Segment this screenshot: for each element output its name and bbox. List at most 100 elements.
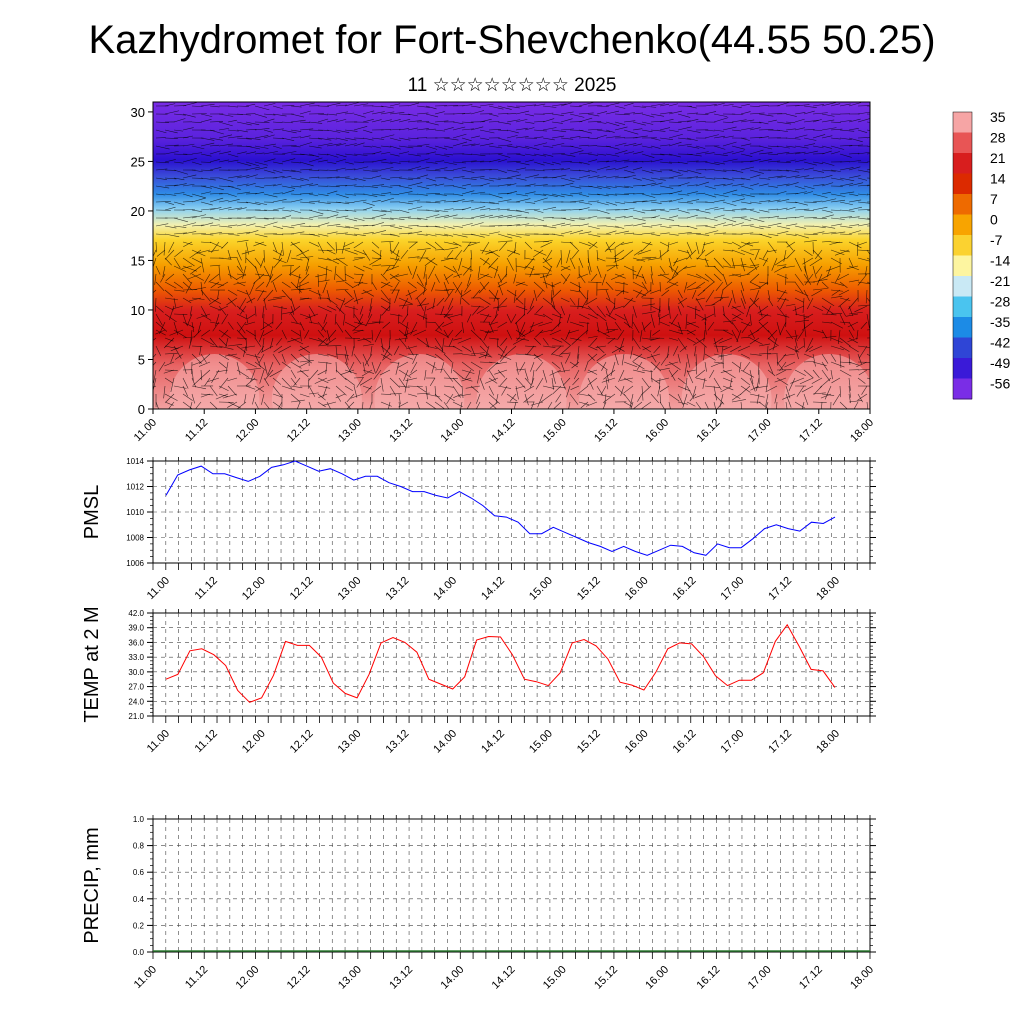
wind-vector xyxy=(740,369,755,378)
wind-vector xyxy=(722,305,725,316)
wind-vector xyxy=(821,182,834,187)
wind-vector xyxy=(794,208,810,211)
wind-vector xyxy=(524,121,535,124)
wind-vector xyxy=(686,199,700,203)
wind-vector xyxy=(404,329,409,342)
wind-vector xyxy=(290,257,303,261)
wind-vector xyxy=(346,401,355,409)
wind-vector xyxy=(173,345,182,359)
wind-vector xyxy=(326,176,340,179)
wind-vector xyxy=(380,305,389,312)
wind-vector xyxy=(281,329,287,340)
wind-vector xyxy=(695,369,706,379)
wind-vector xyxy=(563,273,571,285)
wind-vector xyxy=(305,313,319,320)
wind-vector xyxy=(632,184,646,187)
wind-vector xyxy=(461,143,476,147)
wind-vector xyxy=(677,401,688,405)
wind-vector xyxy=(776,102,791,107)
wind-vector xyxy=(703,329,706,342)
wind-vector xyxy=(767,160,781,163)
wind-vector xyxy=(578,329,589,339)
wind-vector xyxy=(555,393,562,403)
wind-vector xyxy=(515,265,527,269)
wind-vector xyxy=(641,303,655,307)
wind-vector xyxy=(218,199,229,203)
wind-vector xyxy=(530,401,544,406)
wind-vector xyxy=(425,337,430,348)
wind-vector xyxy=(749,225,764,230)
wind-vector xyxy=(686,337,696,344)
wind-vector xyxy=(371,158,387,163)
wind-vector xyxy=(695,233,710,236)
wind-vector xyxy=(758,105,769,107)
wind-vector xyxy=(686,329,697,335)
wind-vector xyxy=(684,361,688,377)
y-axis-label: PMSL xyxy=(81,485,103,539)
wind-vector xyxy=(443,241,458,246)
wind-vector xyxy=(448,337,454,347)
wind-vector xyxy=(299,153,314,157)
wind-vector xyxy=(610,273,625,280)
wind-vector xyxy=(281,215,292,219)
wind-vector xyxy=(551,361,561,369)
wind-vector xyxy=(461,345,472,352)
wind-vector xyxy=(632,369,645,374)
wind-vector xyxy=(344,281,353,288)
wind-vector xyxy=(153,337,157,341)
wind-vector xyxy=(677,161,688,165)
wind-vector xyxy=(677,377,687,385)
wind-vector xyxy=(344,385,353,392)
wind-vector xyxy=(605,129,615,133)
wind-vector xyxy=(497,214,513,219)
wind-vector xyxy=(749,329,756,339)
colorbar-label: -14 xyxy=(990,253,1010,269)
wind-vector xyxy=(389,377,400,388)
wind-vector xyxy=(191,209,203,212)
x-tick-label: 17.00 xyxy=(718,575,746,603)
wind-vector xyxy=(646,353,661,359)
wind-vector xyxy=(614,385,626,397)
wind-vector xyxy=(189,305,193,316)
colorbar-label: -56 xyxy=(990,376,1010,392)
wind-vector xyxy=(272,183,282,187)
wind-vector xyxy=(182,313,188,326)
wind-vector xyxy=(830,193,846,197)
wind-vector xyxy=(524,183,536,187)
wind-vector xyxy=(479,361,493,363)
wind-vector xyxy=(344,193,357,196)
wind-vector xyxy=(362,265,373,270)
wind-vector xyxy=(479,161,492,163)
wind-vector xyxy=(164,289,173,297)
wind-vector xyxy=(632,209,646,214)
wind-vector xyxy=(826,305,832,315)
wind-vector xyxy=(318,393,328,398)
wind-vector xyxy=(551,281,555,296)
wind-vector xyxy=(542,313,554,321)
wind-vector xyxy=(335,193,349,199)
wind-vector xyxy=(245,241,249,255)
wind-vector xyxy=(695,297,706,301)
wind-vector xyxy=(776,281,778,292)
wind-vector xyxy=(686,329,696,336)
wind-vector xyxy=(794,401,805,409)
wind-vector xyxy=(385,265,400,272)
wind-vector xyxy=(371,264,382,267)
wind-vector xyxy=(434,209,449,213)
wind-vector xyxy=(713,113,728,117)
wind-vector xyxy=(578,152,592,155)
wind-vector xyxy=(803,143,816,147)
wind-vector xyxy=(200,337,215,346)
y-tick-label: 1012 xyxy=(126,483,144,492)
wind-vector xyxy=(578,117,593,123)
wind-vector xyxy=(200,103,215,107)
wind-vector xyxy=(443,161,457,165)
wind-vector xyxy=(201,329,211,337)
wind-vector xyxy=(571,361,580,369)
wind-vector xyxy=(562,377,571,386)
wind-vector xyxy=(650,233,661,237)
x-tick-label: 18.00 xyxy=(848,964,876,992)
wind-vector xyxy=(407,113,418,117)
wind-vector xyxy=(722,126,737,131)
wind-vector xyxy=(263,184,276,187)
